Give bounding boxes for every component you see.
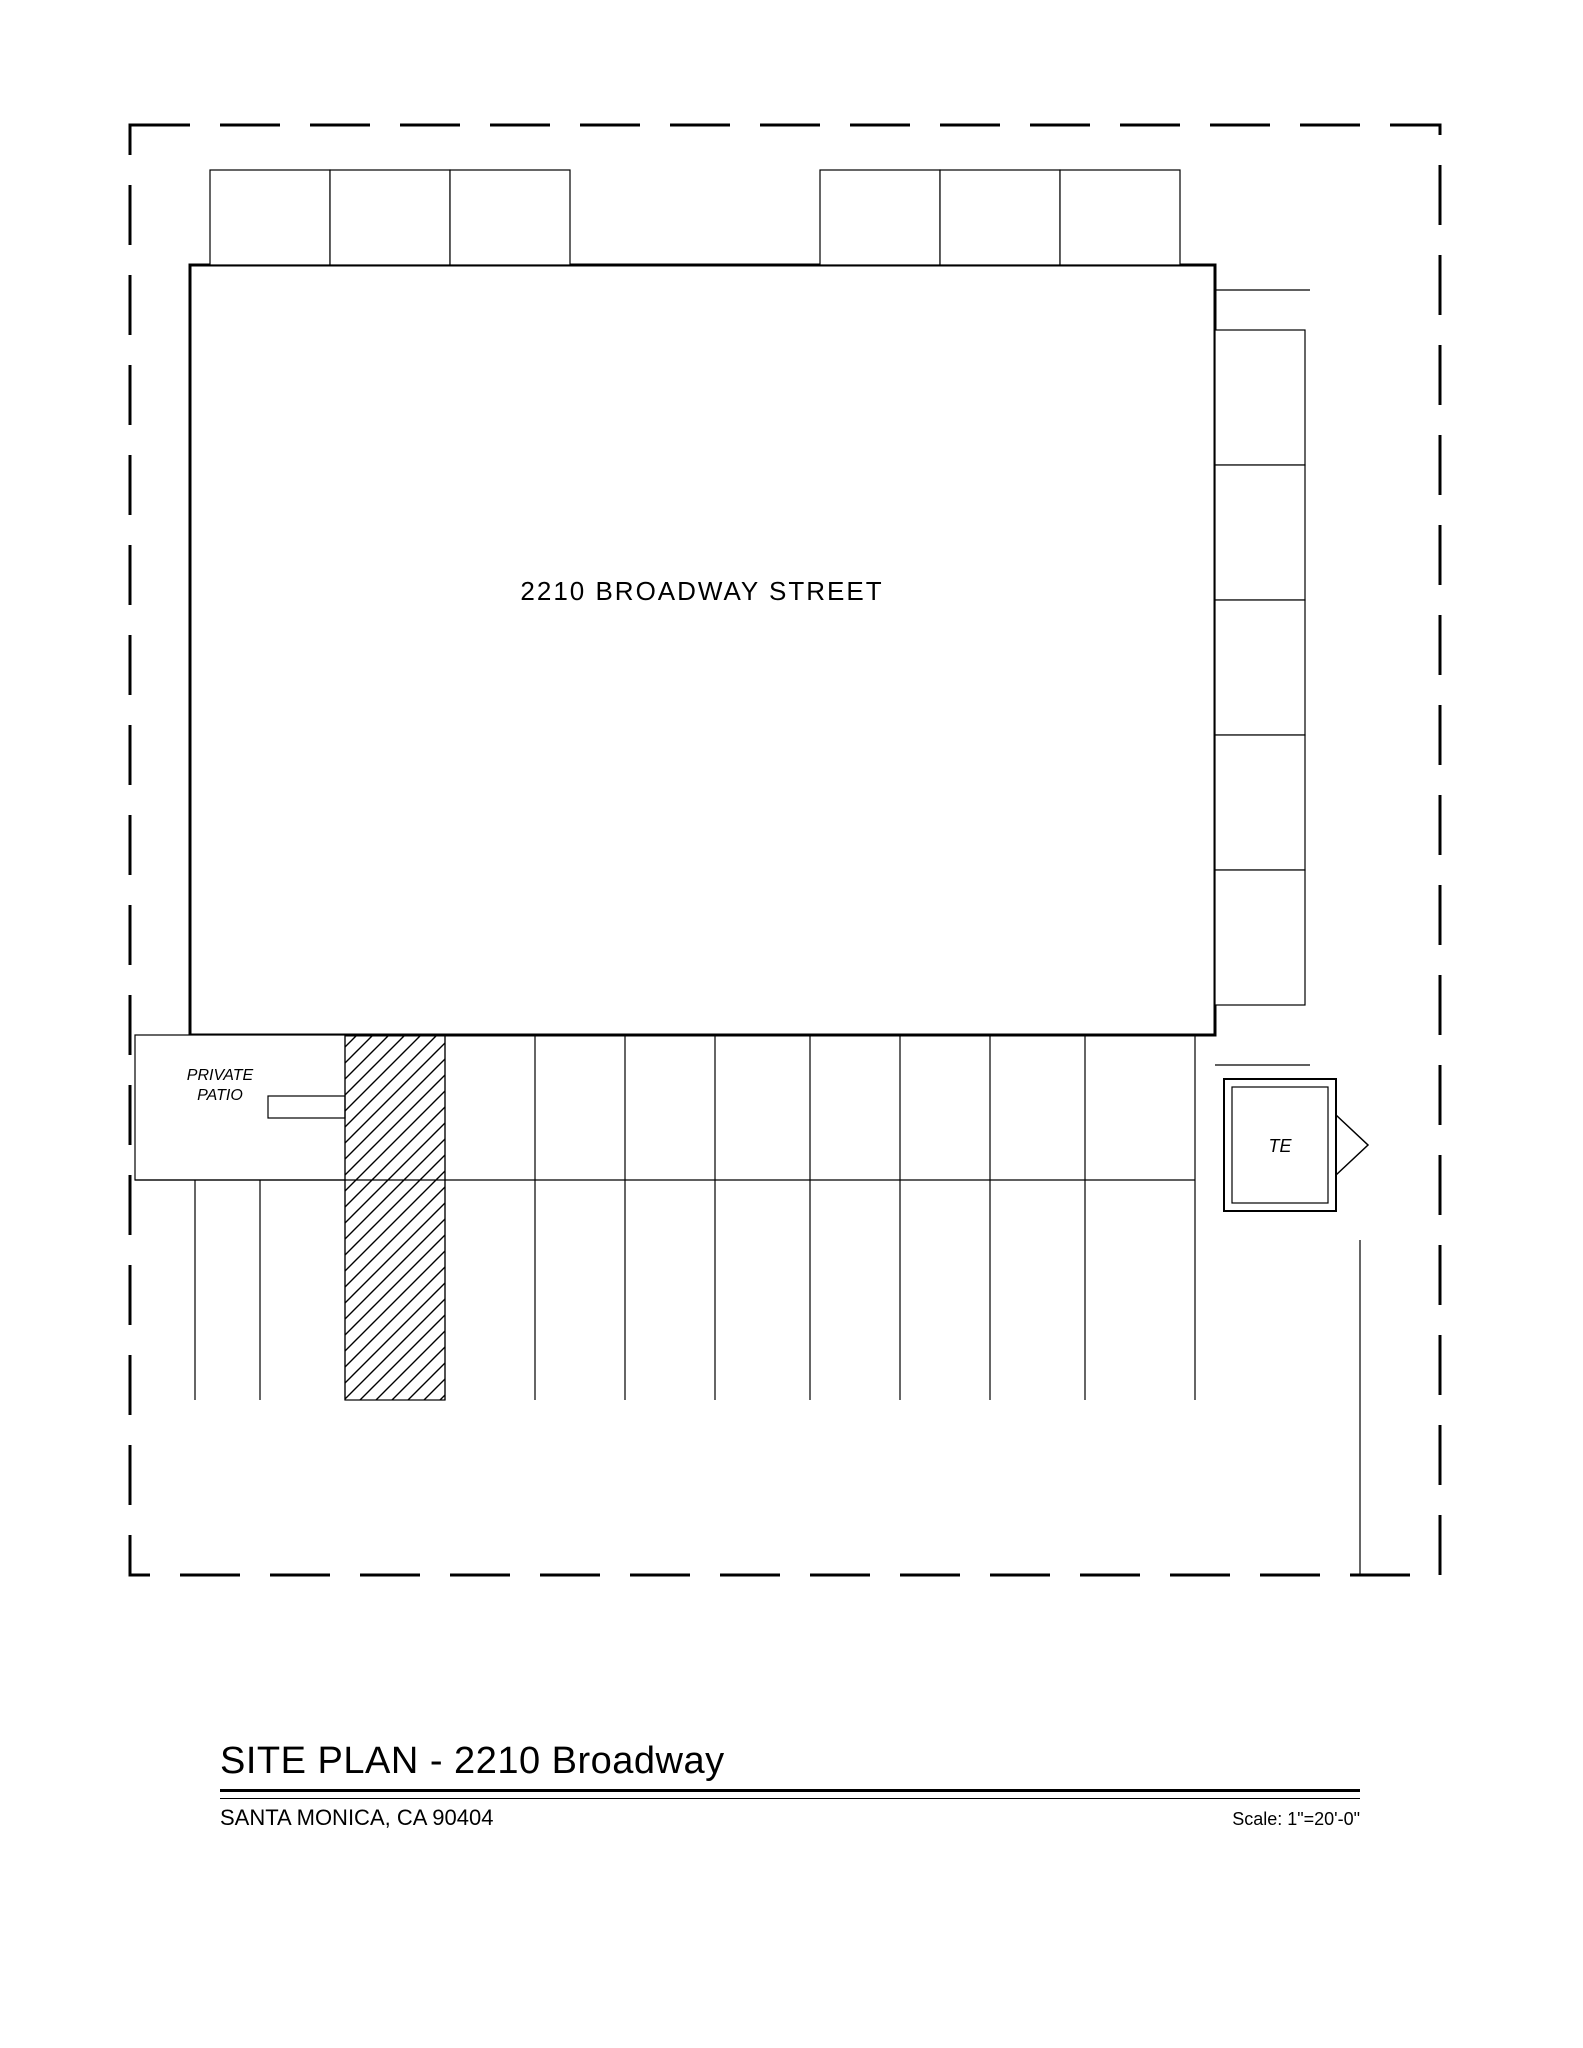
top-boxes-left [210, 170, 570, 265]
title-block: SITE PLAN - 2210 Broadway SANTA MONICA, … [220, 1740, 1360, 1831]
building-label: 2210 BROADWAY STREET [520, 576, 883, 606]
hatched-strip [345, 1035, 445, 1400]
te-label: TE [1268, 1136, 1292, 1156]
title-rule-heavy [220, 1789, 1360, 1792]
plan-scale: Scale: 1"=20'-0" [1232, 1809, 1360, 1830]
patio-label-2: PATIO [197, 1087, 243, 1104]
te-enclosure: TE [1224, 1079, 1368, 1211]
private-patio: PRIVATE PATIO [135, 1035, 345, 1180]
title-rule-thin [220, 1798, 1360, 1799]
right-side-boxes [1215, 290, 1310, 1065]
plan-title: SITE PLAN - 2210 Broadway [220, 1740, 1360, 1787]
top-boxes-right [820, 170, 1180, 265]
parking-lower [195, 1180, 1195, 1400]
building-outline [190, 265, 1215, 1035]
plan-subtitle: SANTA MONICA, CA 90404 [220, 1805, 493, 1831]
patio-label-1: PRIVATE [187, 1067, 254, 1084]
